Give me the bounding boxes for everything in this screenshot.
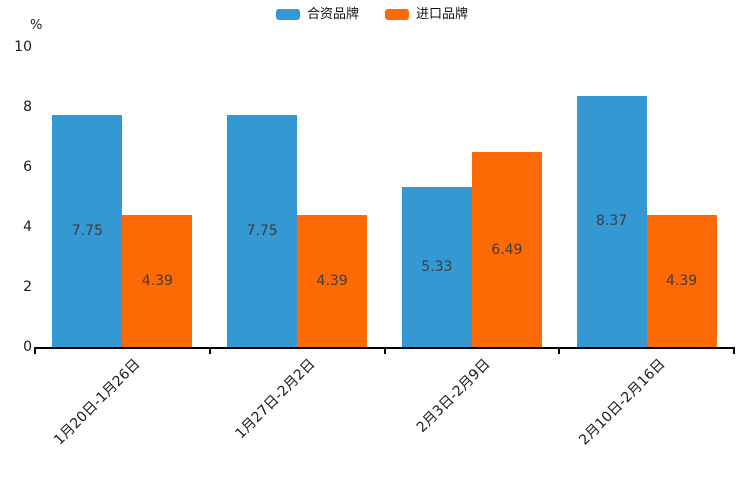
bar-value-label: 7.75 [71,222,103,239]
bar-value-label: 6.49 [491,241,523,258]
bar-合资品牌-3 [576,95,647,347]
y-axis-tick-label: 4 [23,219,32,235]
bar-进口品牌-3 [646,215,717,347]
x-axis-tick [383,349,386,354]
bar-合资品牌-0 [52,114,123,347]
x-axis-tick [208,349,211,354]
bar-value-label: 4.39 [316,273,348,290]
x-axis-tick [34,349,36,354]
legend-label: 进口品牌 [416,7,469,22]
legend-swatch-blue [275,9,300,20]
x-axis-tick [733,349,735,354]
y-axis-tick-label: 2 [23,279,32,295]
x-axis-tick [558,349,561,354]
y-axis-tick-label: 0 [23,339,32,355]
x-axis-line [34,347,735,349]
bar-合资品牌-1 [227,114,298,347]
legend-label: 合资品牌 [306,7,359,22]
x-axis-label: 1月20日-1月26日 [51,356,144,449]
bar-value-label: 8.37 [596,213,628,230]
y-axis-tick-label: 8 [23,99,32,115]
legend-item-jinkou: 进口品牌 [385,7,468,22]
bar-进口品牌-2 [471,152,542,347]
bar-value-label: 4.39 [141,273,173,290]
y-axis-tick-label: 6 [23,159,32,175]
bar-进口品牌-1 [297,215,368,347]
y-axis-unit-label: % [30,18,43,33]
bar-进口品牌-0 [122,215,193,347]
legend: 合资品牌 进口品牌 [0,7,744,22]
bar-value-label: 7.75 [246,222,278,239]
bar-value-label: 5.33 [421,259,453,276]
legend-swatch-orange [385,9,409,20]
bar-合资品牌-2 [401,187,472,347]
bar-value-label: 4.39 [666,273,698,290]
y-axis-tick-label: 10 [14,39,32,55]
legend-item-hezi: 合资品牌 [275,7,359,22]
